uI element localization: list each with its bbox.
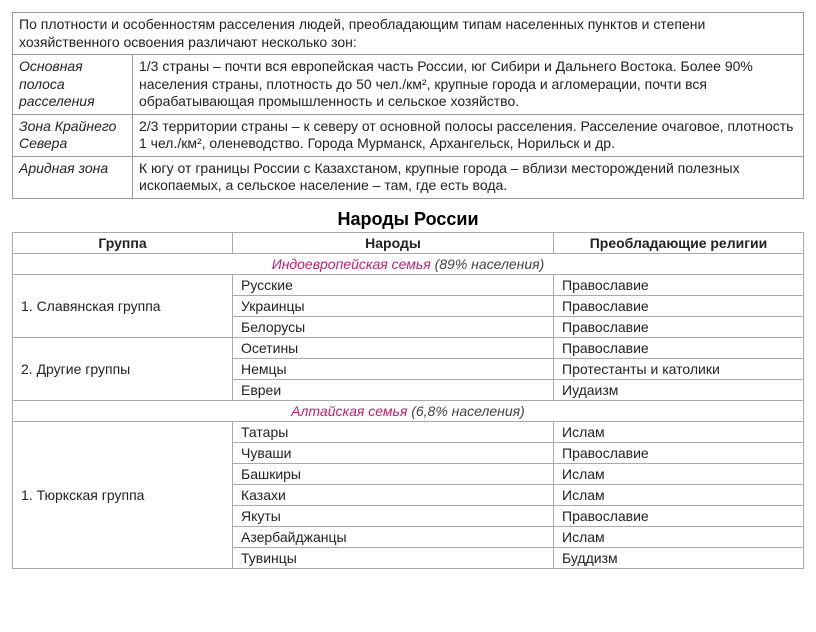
religion-cell: Протестанты и католики — [554, 358, 804, 379]
zone-row: Аридная зонаК югу от границы России с Ка… — [13, 156, 804, 198]
religion-cell: Ислам — [554, 526, 804, 547]
header-people: Народы — [233, 232, 554, 253]
people-cell: Евреи — [233, 379, 554, 400]
people-cell: Якуты — [233, 505, 554, 526]
people-cell: Азербайджанцы — [233, 526, 554, 547]
people-row: 2. Другие группыОсетиныПравославие — [13, 337, 804, 358]
people-cell: Русские — [233, 274, 554, 295]
people-row: 1. Тюркская группаТатарыИслам — [13, 421, 804, 442]
family-name: Индоевропейская семья — [272, 256, 431, 272]
zone-name: Аридная зона — [13, 156, 133, 198]
people-cell: Тувинцы — [233, 547, 554, 568]
religion-cell: Православие — [554, 316, 804, 337]
religion-cell: Православие — [554, 337, 804, 358]
religion-cell: Буддизм — [554, 547, 804, 568]
religion-cell: Православие — [554, 274, 804, 295]
header-religion: Преобладающие религии — [554, 232, 804, 253]
people-cell: Казахи — [233, 484, 554, 505]
family-pct: (6,8% населения) — [407, 403, 524, 419]
family-label: Индоевропейская семья (89% населения) — [13, 253, 804, 274]
peoples-table: Группа Народы Преобладающие религии Индо… — [12, 232, 804, 569]
religion-cell: Православие — [554, 442, 804, 463]
religion-cell: Ислам — [554, 463, 804, 484]
religion-cell: Ислам — [554, 421, 804, 442]
people-cell: Белорусы — [233, 316, 554, 337]
family-pct: (89% населения) — [431, 256, 545, 272]
group-cell: 1. Славянская группа — [13, 274, 233, 337]
zone-desc: К югу от границы России с Казахстаном, к… — [133, 156, 804, 198]
zone-desc: 1/3 страны – почти вся европейская часть… — [133, 55, 804, 115]
family-row: Индоевропейская семья (89% населения) — [13, 253, 804, 274]
group-cell: 2. Другие группы — [13, 337, 233, 400]
peoples-title: Народы России — [12, 209, 804, 230]
zones-intro: По плотности и особенностям расселения л… — [13, 13, 804, 55]
people-cell: Татары — [233, 421, 554, 442]
people-row: 1. Славянская группаРусскиеПравославие — [13, 274, 804, 295]
religion-cell: Православие — [554, 295, 804, 316]
zones-intro-row: По плотности и особенностям расселения л… — [13, 13, 804, 55]
family-name: Алтайская семья — [291, 403, 407, 419]
religion-cell: Православие — [554, 505, 804, 526]
header-group: Группа — [13, 232, 233, 253]
family-row: Алтайская семья (6,8% населения) — [13, 400, 804, 421]
zone-name: Основная полоса расселения — [13, 55, 133, 115]
people-cell: Осетины — [233, 337, 554, 358]
zone-row: Основная полоса расселения1/3 страны – п… — [13, 55, 804, 115]
people-cell: Башкиры — [233, 463, 554, 484]
zone-desc: 2/3 территории страны – к северу от осно… — [133, 114, 804, 156]
zones-table: По плотности и особенностям расселения л… — [12, 12, 804, 199]
religion-cell: Иудаизм — [554, 379, 804, 400]
family-label: Алтайская семья (6,8% населения) — [13, 400, 804, 421]
people-cell: Чуваши — [233, 442, 554, 463]
zone-row: Зона Крайнего Севера2/3 территории стран… — [13, 114, 804, 156]
group-cell: 1. Тюркская группа — [13, 421, 233, 568]
peoples-header-row: Группа Народы Преобладающие религии — [13, 232, 804, 253]
people-cell: Украинцы — [233, 295, 554, 316]
zone-name: Зона Крайнего Севера — [13, 114, 133, 156]
religion-cell: Ислам — [554, 484, 804, 505]
people-cell: Немцы — [233, 358, 554, 379]
